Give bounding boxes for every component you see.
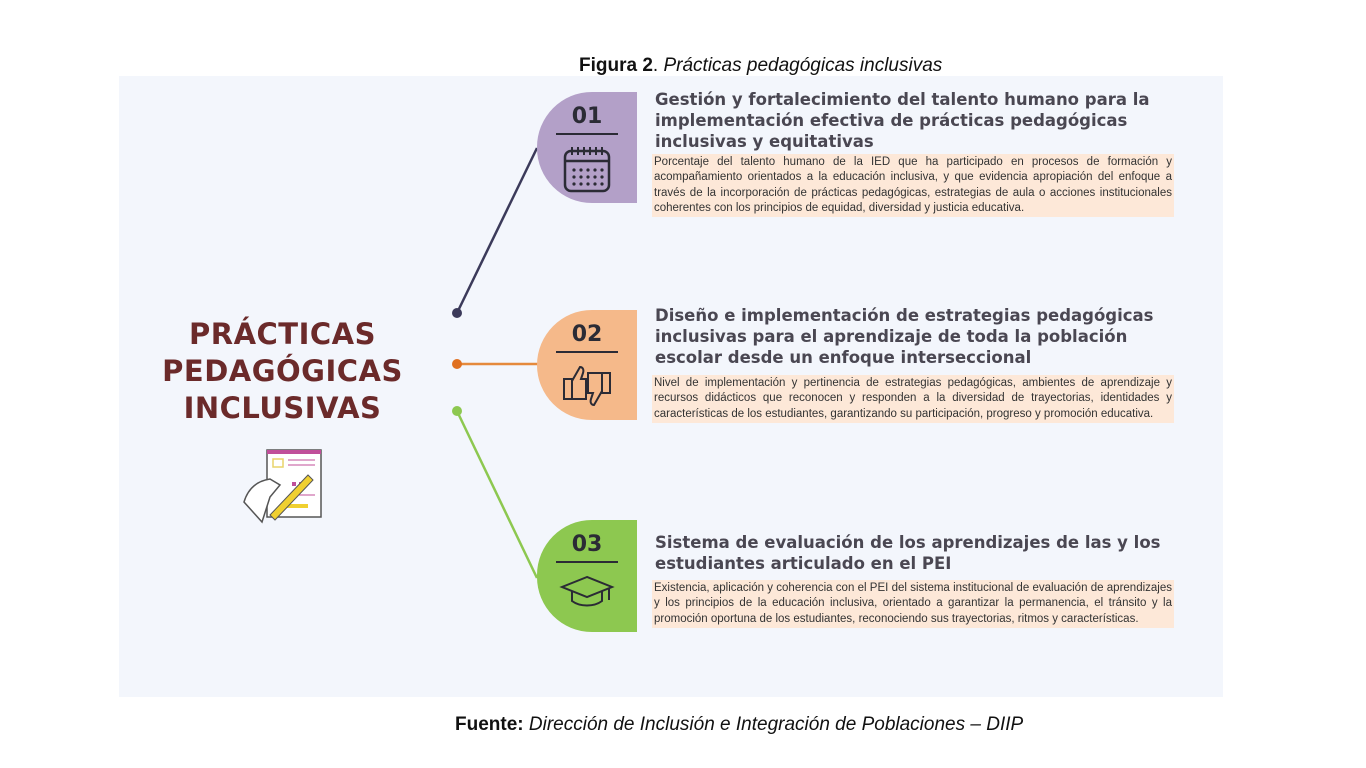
thumbs-up-down-icon xyxy=(563,365,611,407)
main-title: PRÁCTICAS PEDAGÓGICAS INCLUSIVAS xyxy=(150,316,415,427)
source-text: Dirección de Inclusión e Integración de … xyxy=(528,714,1024,735)
main-title-line: INCLUSIVAS xyxy=(183,391,382,425)
figure-caption: Figura 2. Prácticas pedagógicas inclusiv… xyxy=(579,55,943,76)
item-number: 03 xyxy=(556,532,618,563)
item-2-description: Nivel de implementación y pertinencia de… xyxy=(652,375,1174,423)
connector-dot-1 xyxy=(452,308,462,318)
item-1-description: Porcentaje del talento humano de la IED … xyxy=(652,154,1174,218)
item-number: 02 xyxy=(556,322,618,353)
item-number: 01 xyxy=(556,104,618,135)
figure-title: Prácticas pedagógicas inclusivas xyxy=(663,55,943,76)
item-1-heading: Gestión y fortalecimiento del talento hu… xyxy=(655,90,1150,151)
main-title-line: PRÁCTICAS xyxy=(189,317,376,351)
item-3-heading: Sistema de evaluación de los aprendizaje… xyxy=(655,533,1161,573)
connector-3 xyxy=(455,410,539,579)
item-3-tab: 03 xyxy=(537,520,637,632)
connector-dot-2 xyxy=(452,359,462,369)
item-3-description: Existencia, aplicación y coherencia con … xyxy=(652,580,1174,628)
figure-label: Figura 2 xyxy=(579,55,653,76)
graduation-cap-icon xyxy=(559,575,615,607)
connector-1 xyxy=(455,147,539,314)
main-title-line: PEDAGÓGICAS xyxy=(162,354,403,388)
calendar-icon xyxy=(563,147,611,193)
hand-writing-document-icon xyxy=(243,449,322,524)
item-2-heading: Diseño e implementación de estrategias p… xyxy=(655,306,1154,367)
connector-dot-3 xyxy=(452,406,462,416)
item-2-tab: 02 xyxy=(537,310,637,420)
source-label: Fuente: xyxy=(455,714,524,735)
source-caption: Fuente: Dirección de Inclusión e Integra… xyxy=(455,714,1023,736)
item-1-tab: 01 xyxy=(537,92,637,203)
